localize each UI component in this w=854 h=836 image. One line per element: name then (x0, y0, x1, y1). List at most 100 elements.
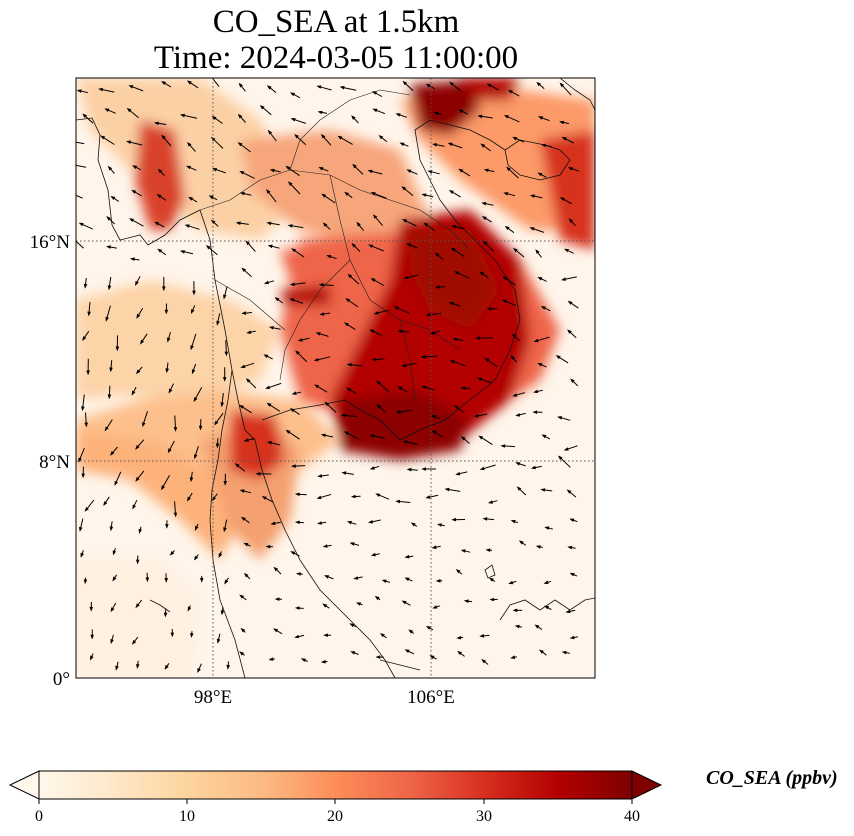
wind-arrow-head (168, 388, 173, 394)
wind-arrow-head (373, 311, 379, 315)
wind-arrow-head (570, 378, 575, 383)
wind-arrow-head (406, 467, 412, 472)
wind-arrow-head (135, 476, 140, 482)
wind-arrow-head (481, 659, 487, 664)
wind-arrow-head (294, 134, 299, 139)
lon-label-106e: 106°E (407, 687, 455, 708)
colorbar-tick-20: 20 (327, 808, 343, 825)
wind-arrow-head (294, 492, 300, 497)
wind-arrow-head (450, 247, 456, 252)
wind-arrow-head (317, 474, 323, 478)
wind-arrow-head (370, 192, 376, 196)
wind-arrow-head (371, 357, 377, 362)
wind-arrow-head (397, 329, 403, 334)
wind-arrow-head (533, 389, 539, 394)
wind-arrow-head (98, 87, 104, 92)
wind-arrow-head (458, 109, 464, 114)
wind-arrow-head (161, 81, 167, 85)
wind-vectors (76, 78, 579, 673)
wind-arrow-head (370, 278, 376, 282)
wind-arrow-head (290, 118, 296, 122)
wind-arrow-head (393, 306, 399, 310)
wind-arrow-head (285, 429, 291, 434)
wind-arrow-head (205, 245, 211, 250)
colorbar-extend-low (8, 770, 40, 800)
wind-arrow-head (513, 247, 518, 253)
wind-arrow-head (315, 332, 321, 336)
wind-arrow-head (188, 196, 194, 201)
wind-arrow-head (199, 577, 204, 583)
wind-arrow (76, 164, 87, 168)
wind-arrow-head (569, 518, 575, 522)
wind-arrow-head (162, 286, 166, 292)
wind-arrow-head (115, 665, 119, 671)
wind-arrow-head (500, 444, 506, 448)
wind-arrow-head (135, 559, 140, 565)
wind-arrow-head (369, 329, 375, 334)
wind-arrow-head (421, 467, 426, 471)
wind-arrow-head (566, 489, 572, 494)
wind-arrow-head (266, 189, 271, 194)
wind-arrow-head (163, 612, 168, 618)
map-title-line2: Time: 2024-03-05 11:00:00 (153, 40, 519, 76)
wind-arrow-head (401, 186, 407, 191)
wind-arrow-head (291, 391, 297, 395)
wind-arrow-head (559, 197, 565, 201)
wind-arrow-head (564, 248, 569, 253)
wind-arrow-head (274, 597, 280, 601)
wind-arrow-head (447, 142, 453, 147)
wind-arrow-head (431, 545, 437, 549)
wind-arrow-head (404, 649, 410, 654)
wind-arrow-head (87, 311, 91, 317)
wind-arrow-head (167, 448, 172, 454)
wind-arrow-head (263, 354, 269, 359)
wind-arrow-head (455, 569, 461, 574)
wind-arrow-head (167, 337, 171, 343)
wind-arrow-head (110, 196, 116, 200)
wind-arrow-head (451, 225, 457, 229)
wind-arrow-head (319, 312, 325, 316)
wind-arrow-head (481, 201, 487, 206)
wind-arrow-head (187, 606, 192, 612)
wind-arrow-head (482, 240, 488, 246)
wind-arrow-head (263, 280, 269, 285)
wind-arrow-head (532, 410, 538, 414)
wind-arrow-head (510, 355, 515, 360)
wind-arrow-head (131, 390, 136, 396)
wind-arrow-head (89, 606, 94, 612)
wind-arrow-head (210, 219, 216, 225)
wind-arrow-head (190, 345, 194, 351)
wind-arrow-head (508, 580, 514, 585)
wind-arrow-head (512, 333, 517, 339)
wind-arrow-head (510, 520, 516, 524)
wind-arrow-head (541, 143, 547, 148)
wind-arrow-head (341, 471, 347, 475)
wind-arrow-head (399, 142, 405, 147)
wind-arrow-head (454, 271, 460, 275)
wind-arrow-head (381, 579, 387, 583)
wind-arrow-head (395, 499, 401, 504)
wind-arrow-head (537, 276, 543, 281)
wind-arrow-head (567, 167, 573, 171)
wind-arrow-head (484, 357, 490, 362)
wind-arrow-head (245, 378, 251, 383)
wind-arrow-head (78, 457, 82, 463)
wind-arrow-head (479, 466, 485, 471)
wind-arrow-head (197, 668, 201, 673)
wind-arrow-head (432, 605, 438, 609)
wind-arrow-head (420, 355, 426, 359)
wind-arrow-head (318, 167, 324, 171)
wind-arrow-head (107, 394, 112, 400)
wind-arrow-head (512, 136, 518, 141)
wind-arrow-head (211, 496, 216, 502)
wind-arrow-head (295, 350, 300, 355)
wind-arrow-head (190, 633, 194, 638)
wind-arrow-head (402, 219, 408, 223)
wind-arrow-head (337, 135, 343, 140)
wind-arrow-head (154, 221, 160, 226)
wind-arrow-head (274, 297, 280, 302)
wind-arrow-head (515, 462, 521, 466)
wind-arrow-head (380, 633, 385, 638)
wind-arrow-head (567, 300, 573, 305)
